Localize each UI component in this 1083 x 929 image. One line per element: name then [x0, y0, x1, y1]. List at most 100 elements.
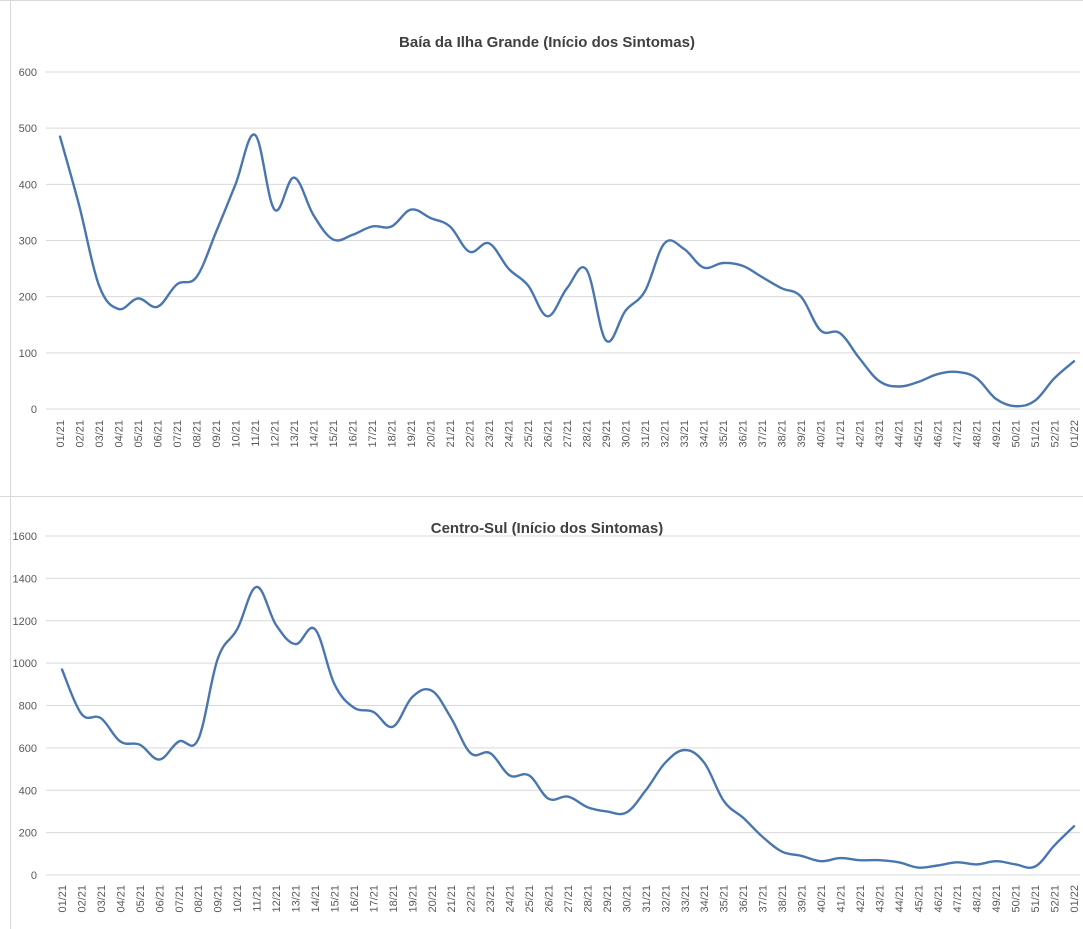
- x-tick-label: 31/21: [641, 885, 653, 913]
- x-tick-label: 04/21: [114, 420, 126, 448]
- x-tick-label: 09/21: [213, 885, 225, 913]
- x-tick-label: 13/21: [291, 885, 303, 913]
- x-tick-label: 45/21: [913, 885, 925, 913]
- x-tick-label: 35/21: [719, 885, 731, 913]
- x-tick-label: 03/21: [94, 420, 106, 448]
- x-tick-label: 15/21: [328, 420, 340, 448]
- x-tick-label: 44/21: [894, 885, 906, 913]
- x-tick-label: 50/21: [1011, 885, 1023, 913]
- x-tick-label: 06/21: [153, 420, 165, 448]
- x-tick-label: 42/21: [855, 885, 867, 913]
- x-tick-label: 23/21: [485, 885, 497, 913]
- x-tick-label: 37/21: [758, 885, 770, 913]
- x-tick-label: 01/21: [55, 420, 67, 448]
- x-tick-label: 17/21: [368, 885, 380, 913]
- x-tick-label: 45/21: [913, 420, 925, 448]
- panel-border: [10, 1, 11, 497]
- y-tick-label: 300: [19, 236, 37, 248]
- x-tick-label: 50/21: [1011, 420, 1023, 448]
- x-tick-label: 15/21: [330, 885, 342, 913]
- x-tick-label: 22/21: [465, 420, 477, 448]
- y-tick-label: 1000: [13, 658, 37, 670]
- x-tick-label: 22/21: [466, 885, 478, 913]
- y-tick-label: 200: [19, 828, 37, 840]
- x-tick-label: 09/21: [211, 420, 223, 448]
- x-tick-label: 23/21: [484, 420, 496, 448]
- x-tick-label: 26/21: [544, 885, 556, 913]
- x-tick-label: 52/21: [1050, 885, 1062, 913]
- x-tick-label: 49/21: [991, 420, 1003, 448]
- x-tick-label: 38/21: [777, 420, 789, 448]
- y-tick-label: 100: [19, 348, 37, 360]
- y-tick-label: 500: [19, 123, 37, 135]
- x-tick-label: 11/21: [250, 420, 262, 447]
- x-tick-label: 14/21: [309, 420, 321, 448]
- x-tick-label: 30/21: [621, 420, 633, 448]
- x-tick-label: 12/21: [271, 885, 283, 913]
- x-tick-label: 19/21: [406, 420, 418, 448]
- x-tick-label: 42/21: [855, 420, 867, 448]
- x-tick-label: 21/21: [446, 885, 458, 913]
- x-tick-label: 07/21: [174, 885, 186, 913]
- x-tick-label: 48/21: [972, 885, 984, 913]
- x-tick-label: 47/21: [952, 885, 964, 913]
- x-tick-label: 05/21: [133, 420, 145, 448]
- x-tick-label: 37/21: [757, 420, 769, 448]
- line-chart-baia-ilha-grande: Baía da Ilha Grande (Início dos Sintomas…: [19, 34, 1081, 448]
- x-tick-label: 34/21: [699, 885, 711, 913]
- x-tick-label: 16/21: [349, 885, 361, 913]
- y-tick-label: 0: [31, 404, 37, 416]
- y-tick-label: 1200: [13, 616, 37, 628]
- x-tick-label: 10/21: [231, 420, 243, 448]
- x-tick-label: 43/21: [874, 420, 886, 448]
- x-tick-label: 13/21: [289, 420, 301, 448]
- y-tick-label: 600: [19, 67, 37, 79]
- y-tick-label: 1400: [13, 573, 37, 585]
- x-tick-label: 25/21: [523, 420, 535, 448]
- y-tick-label: 400: [19, 785, 37, 797]
- x-tick-label: 32/21: [660, 420, 672, 448]
- x-tick-label: 27/21: [563, 885, 575, 913]
- x-tick-label: 07/21: [172, 420, 184, 448]
- x-tick-label: 14/21: [310, 885, 322, 913]
- x-tick-label: 08/21: [192, 420, 204, 448]
- x-tick-label: 06/21: [154, 885, 166, 913]
- x-tick-label: 18/21: [388, 885, 400, 913]
- x-tick-label: 01/22: [1069, 420, 1081, 448]
- x-tick-label: 47/21: [952, 420, 964, 448]
- x-tick-label: 01/22: [1069, 885, 1081, 913]
- x-tick-label: 26/21: [543, 420, 555, 448]
- x-tick-label: 33/21: [679, 420, 691, 448]
- x-tick-label: 46/21: [933, 420, 945, 448]
- x-tick-label: 39/21: [797, 885, 809, 913]
- x-tick-label: 30/21: [621, 885, 633, 913]
- x-tick-label: 27/21: [562, 420, 574, 448]
- x-tick-label: 51/21: [1030, 420, 1042, 448]
- y-tick-label: 600: [19, 743, 37, 755]
- y-tick-label: 1600: [13, 531, 37, 543]
- x-tick-label: 16/21: [348, 420, 360, 448]
- x-tick-label: 40/21: [816, 420, 828, 448]
- x-tick-label: 08/21: [193, 885, 205, 913]
- x-tick-label: 41/21: [835, 420, 847, 448]
- x-tick-label: 02/21: [77, 885, 89, 913]
- x-tick-label: 10/21: [232, 885, 244, 913]
- x-tick-label: 49/21: [991, 885, 1003, 913]
- x-tick-label: 05/21: [135, 885, 147, 913]
- x-tick-label: 21/21: [445, 420, 457, 448]
- chart-title: Baía da Ilha Grande (Início dos Sintomas…: [399, 34, 695, 51]
- x-tick-label: 38/21: [777, 885, 789, 913]
- x-tick-label: 43/21: [874, 885, 886, 913]
- x-tick-label: 03/21: [96, 885, 108, 913]
- x-tick-label: 04/21: [115, 885, 127, 913]
- panel-border: [10, 497, 11, 929]
- y-tick-label: 800: [19, 701, 37, 713]
- x-tick-label: 28/21: [582, 420, 594, 448]
- x-tick-label: 20/21: [427, 885, 439, 913]
- x-tick-label: 24/21: [505, 885, 517, 913]
- x-tick-label: 51/21: [1030, 885, 1042, 913]
- x-tick-label: 11/21: [252, 885, 264, 912]
- x-tick-label: 19/21: [407, 885, 419, 913]
- chart-panel-centro-sul: Centro-Sul (Início dos Sintomas) 0 200 400…: [0, 496, 1083, 929]
- line-chart-centro-sul: Centro-Sul (Início dos Sintomas) 0 200 400…: [13, 520, 1081, 913]
